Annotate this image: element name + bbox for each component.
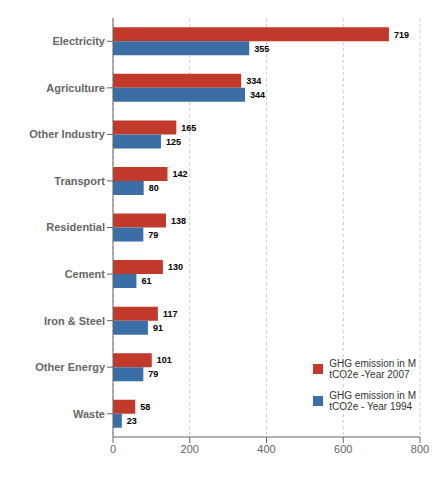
- svg-text:200: 200: [181, 443, 199, 455]
- svg-text:91: 91: [153, 323, 163, 333]
- svg-text:117: 117: [163, 309, 178, 319]
- svg-text:138: 138: [171, 216, 186, 226]
- svg-text:61: 61: [141, 276, 151, 286]
- svg-text:400: 400: [257, 443, 275, 455]
- svg-text:344: 344: [250, 90, 265, 100]
- svg-text:79: 79: [148, 230, 158, 240]
- svg-text:Residential: Residential: [46, 221, 105, 233]
- svg-text:23: 23: [127, 416, 137, 426]
- svg-text:Agriculture: Agriculture: [46, 82, 105, 94]
- svg-text:334: 334: [246, 76, 261, 86]
- svg-text:Iron & Steel: Iron & Steel: [44, 315, 105, 327]
- html-text:tCO2e - Year 1994: tCO2e - Year 1994: [329, 401, 413, 412]
- svg-text:0: 0: [110, 443, 116, 455]
- html-text:tCO2e -Year 2007: tCO2e -Year 2007: [329, 369, 410, 380]
- svg-text:125: 125: [166, 137, 181, 147]
- svg-text:Other Industry: Other Industry: [29, 128, 106, 140]
- svg-text:Waste: Waste: [73, 408, 105, 420]
- svg-text:165: 165: [181, 123, 196, 133]
- svg-text:58: 58: [140, 402, 150, 412]
- svg-text:800: 800: [411, 443, 429, 455]
- svg-text:Cement: Cement: [65, 268, 106, 280]
- svg-text:Transport: Transport: [54, 175, 105, 187]
- svg-text:101: 101: [157, 355, 172, 365]
- svg-text:Other Energy: Other Energy: [35, 361, 106, 373]
- svg-text:130: 130: [168, 262, 183, 272]
- svg-text:355: 355: [254, 44, 269, 54]
- html-text:GHG emission in M: GHG emission in M: [329, 358, 416, 369]
- html-text:GHG emission in M: GHG emission in M: [329, 390, 416, 401]
- svg-text:142: 142: [172, 169, 187, 179]
- svg-text:80: 80: [149, 183, 159, 193]
- svg-text:719: 719: [394, 30, 409, 40]
- svg-text:79: 79: [148, 369, 158, 379]
- svg-text:Electricity: Electricity: [52, 35, 105, 47]
- svg-text:600: 600: [334, 443, 352, 455]
